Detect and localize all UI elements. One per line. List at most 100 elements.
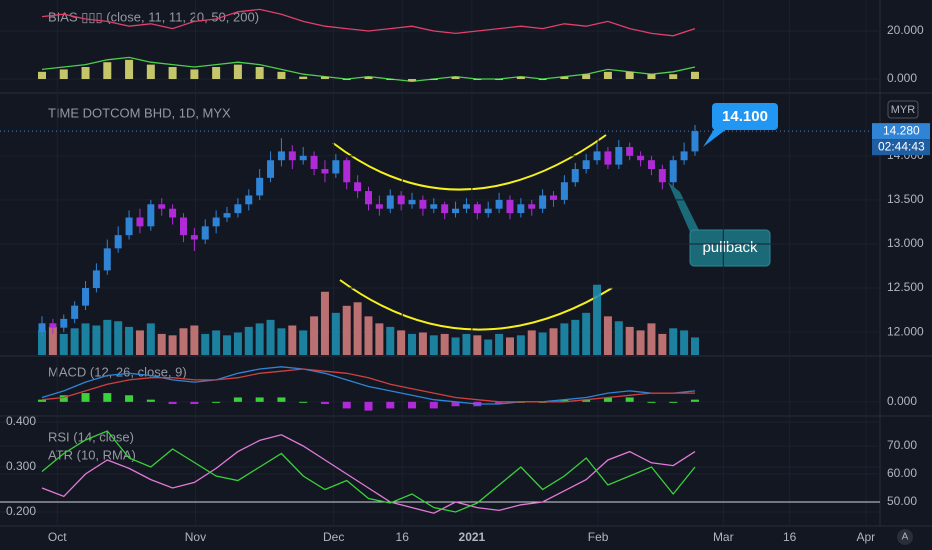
histogram-bar	[451, 401, 460, 407]
histogram-bar	[408, 401, 417, 409]
indicator-line	[41, 434, 696, 514]
volume-bar	[266, 319, 275, 355]
auto-scale-button[interactable]	[897, 529, 913, 545]
histogram-bar	[233, 64, 242, 80]
candle-body	[60, 318, 68, 328]
volume-bar	[538, 332, 547, 355]
volume-bar	[288, 325, 297, 355]
histogram-bar	[647, 74, 656, 80]
histogram-bar	[429, 401, 438, 409]
candle-body	[550, 195, 558, 200]
histogram-bar	[190, 69, 199, 80]
y-tick-label: 12.000	[887, 324, 924, 338]
candle-body	[103, 248, 111, 271]
volume-bar	[48, 326, 57, 355]
volume-bar	[582, 312, 591, 355]
pane-separators	[0, 0, 932, 527]
volume-bar	[603, 316, 612, 355]
histogram-bar	[320, 401, 329, 405]
candle-body	[71, 305, 79, 319]
histogram-bar	[38, 71, 46, 80]
y-tick-label: 20.000	[887, 23, 924, 37]
countdown: 02:44:43	[878, 139, 925, 153]
histogram-bar	[647, 401, 656, 403]
candle-body	[626, 147, 634, 156]
candle-body	[441, 204, 449, 214]
candle-body	[332, 160, 340, 174]
x-tick-label: 16	[396, 530, 410, 544]
histogram-bar	[560, 399, 569, 402]
auto-scale-label[interactable]: A	[902, 532, 909, 543]
histogram-bar	[495, 79, 504, 81]
candle-body	[452, 208, 460, 214]
candle-body	[517, 204, 525, 214]
annotation-box	[689, 229, 771, 267]
candle-body	[386, 195, 394, 209]
volume-bar	[560, 323, 569, 355]
candle-body	[397, 195, 405, 205]
indicator-line	[41, 56, 696, 83]
histogram-bar	[125, 395, 134, 402]
volume-bar	[516, 335, 525, 355]
histogram-bar	[38, 399, 46, 402]
currency-button[interactable]	[887, 100, 919, 119]
candle-body	[528, 204, 536, 209]
volume-bar	[397, 330, 406, 355]
y-tick-label: 13.000	[887, 236, 924, 250]
candle-body	[615, 147, 623, 165]
histogram-bar	[277, 397, 286, 402]
volume-bar	[375, 323, 384, 355]
histogram-bar	[190, 401, 199, 405]
histogram-bar	[560, 76, 569, 80]
x-tick-label: Apr	[857, 530, 876, 544]
volume-bar	[244, 326, 253, 355]
y-tick-label: 0.400	[6, 414, 36, 428]
candle-body	[201, 226, 209, 240]
volume-bar	[669, 328, 678, 355]
volume-bar	[103, 319, 112, 355]
histogram-bar	[690, 71, 699, 80]
annotation-pointer	[668, 182, 700, 232]
candle-body	[288, 151, 296, 161]
candle-body	[256, 177, 264, 196]
candle-body	[49, 323, 57, 328]
x-tick-label: Feb	[588, 530, 609, 544]
callout-box	[712, 103, 778, 130]
volume-bar	[527, 330, 536, 355]
candle-body	[321, 169, 329, 174]
candle-body	[354, 182, 362, 192]
pattern-curves	[332, 134, 613, 331]
candle-body	[647, 160, 655, 170]
currency[interactable]: MYR	[891, 104, 916, 116]
volume-bar	[418, 332, 427, 355]
histogram-bar	[81, 393, 90, 402]
volume-bar	[658, 333, 667, 355]
histogram-bar	[603, 71, 612, 80]
histogram-bar	[59, 69, 68, 80]
histogram-bar	[81, 67, 90, 80]
volume-bar	[125, 326, 134, 355]
candle-body	[473, 204, 481, 214]
volume-bar	[440, 333, 449, 355]
candle-body	[212, 217, 220, 227]
volume-bar	[408, 333, 417, 355]
histogram-bar	[125, 59, 134, 80]
volume-bar	[342, 305, 351, 355]
histogram-bar	[146, 64, 155, 80]
volume-bar	[168, 335, 177, 355]
chart-title: TIME DOTCOM BHD, 1D, MYX	[48, 105, 231, 120]
volume-bar	[647, 323, 656, 355]
volume-bar	[636, 330, 645, 355]
candle-body	[245, 195, 253, 205]
histogram-bar	[103, 393, 112, 402]
volume-bar	[310, 316, 319, 355]
candle-body	[234, 204, 242, 214]
candle-body	[408, 199, 416, 205]
candle-body	[223, 213, 231, 218]
volume-bar	[255, 323, 264, 355]
histogram-bar	[59, 395, 68, 402]
candle-body	[669, 160, 677, 183]
candle-body	[343, 160, 351, 183]
